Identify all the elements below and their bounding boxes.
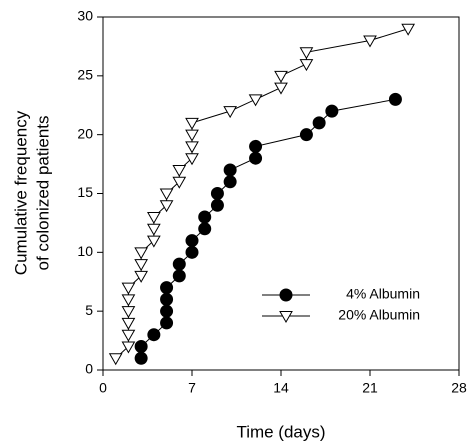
- x-tick-label: 28: [451, 380, 467, 396]
- marker: [274, 70, 288, 83]
- y-tick-label: 20: [77, 125, 93, 141]
- marker: [325, 104, 339, 118]
- marker: [401, 23, 416, 36]
- marker: [223, 175, 237, 189]
- marker: [172, 269, 186, 283]
- marker: [299, 59, 314, 72]
- marker: [185, 117, 199, 130]
- marker: [147, 328, 161, 342]
- marker: [108, 353, 123, 366]
- marker: [121, 294, 136, 307]
- marker: [146, 223, 161, 236]
- legend-label: 4% Albumin: [346, 286, 420, 302]
- marker: [388, 92, 402, 106]
- y-tick-label: 0: [85, 361, 93, 377]
- marker: [299, 128, 313, 142]
- marker: [363, 35, 377, 48]
- y-axis-label: Cumulative frequency: [11, 110, 30, 275]
- x-axis-label: Time (days): [236, 422, 325, 441]
- marker: [185, 141, 199, 154]
- marker: [134, 270, 149, 283]
- marker: [198, 210, 212, 224]
- marker: [146, 235, 161, 248]
- marker: [134, 247, 149, 260]
- y-tick-label: 10: [77, 243, 93, 259]
- marker: [172, 257, 186, 271]
- marker: [312, 116, 326, 130]
- marker: [249, 151, 263, 165]
- x-tick-label: 7: [188, 380, 196, 396]
- y-axis-label: of colonized patients: [33, 116, 52, 271]
- marker: [134, 339, 148, 353]
- marker: [121, 329, 136, 342]
- marker: [160, 304, 174, 318]
- marker: [172, 164, 187, 177]
- marker: [198, 222, 212, 236]
- marker: [185, 129, 199, 142]
- legend-label: 20% Albumin: [338, 307, 420, 323]
- marker: [274, 82, 288, 95]
- marker: [159, 200, 174, 213]
- x-tick-label: 0: [99, 380, 107, 396]
- marker: [223, 106, 238, 119]
- legend-marker: [279, 288, 293, 302]
- marker: [146, 212, 161, 225]
- marker: [159, 188, 174, 201]
- marker: [160, 316, 174, 330]
- legend-marker: [279, 311, 293, 324]
- marker: [210, 187, 224, 200]
- y-tick-label: 15: [77, 184, 93, 200]
- marker: [185, 245, 199, 259]
- marker: [121, 317, 136, 330]
- x-tick-label: 21: [362, 380, 378, 396]
- marker: [249, 139, 263, 153]
- x-tick-label: 14: [273, 380, 289, 396]
- marker: [121, 282, 136, 295]
- y-tick-label: 25: [77, 67, 93, 83]
- marker: [121, 306, 136, 319]
- marker: [210, 198, 224, 212]
- marker: [185, 234, 199, 248]
- marker: [248, 94, 263, 107]
- marker: [299, 47, 314, 60]
- marker: [134, 259, 149, 272]
- y-tick-label: 30: [77, 8, 93, 24]
- marker: [160, 281, 174, 295]
- marker: [134, 351, 148, 365]
- marker: [160, 292, 174, 306]
- marker: [121, 341, 136, 354]
- marker: [223, 163, 237, 177]
- marker: [172, 176, 187, 189]
- marker: [185, 153, 199, 166]
- y-tick-label: 5: [85, 302, 93, 318]
